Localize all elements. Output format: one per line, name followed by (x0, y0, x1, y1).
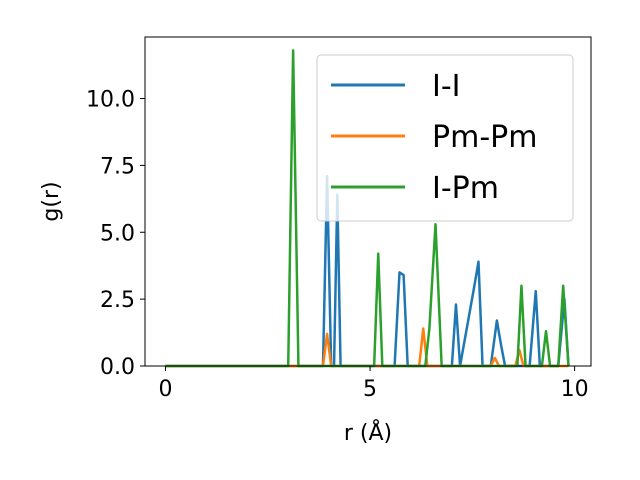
series-line-0 (165, 174, 570, 368)
legend: I-I Pm-Pm I-Pm (316, 54, 574, 222)
plot-frame (144, 36, 592, 367)
x-tick-label: 10 (561, 377, 589, 402)
y-axis-label: g(r) (39, 181, 64, 221)
x-axis-label: r (Å) (344, 419, 392, 446)
x-tick-label: 0 (158, 377, 172, 402)
legend-box (316, 54, 574, 222)
series-line-1 (165, 327, 569, 368)
y-tick-label: 0.0 (100, 355, 135, 380)
y-tick-label: 10.0 (86, 88, 135, 113)
y-tick-label: 7.5 (100, 154, 135, 179)
y-tick-label: 5.0 (100, 221, 135, 246)
ticks-layer: 0 5 10 0.0 2.5 5.0 7.5 10.0 (86, 88, 589, 402)
legend-label-1: Pm-Pm (432, 120, 537, 155)
x-tick-label: 5 (363, 377, 377, 402)
legend-label-2: I-Pm (432, 171, 499, 206)
legend-label-0: I-I (432, 69, 461, 104)
y-tick-label: 2.5 (100, 288, 135, 313)
